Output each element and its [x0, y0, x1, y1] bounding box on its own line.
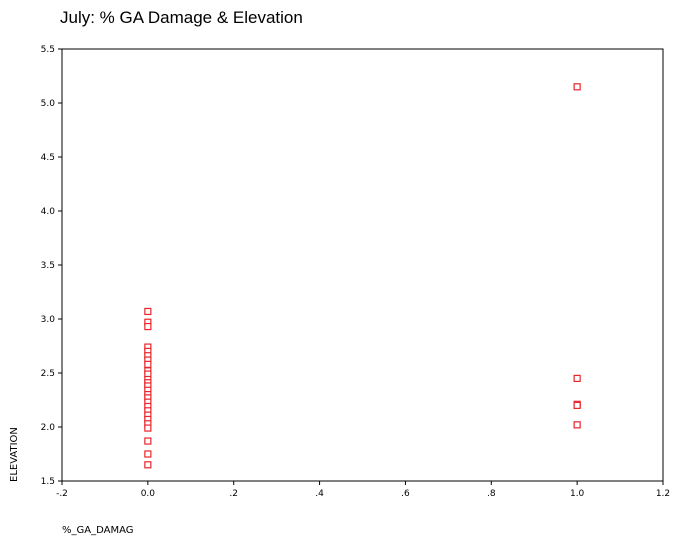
- x-axis: -.2 0.0 .2 .4 .6 .8 1.0 1.2: [56, 481, 670, 499]
- y-tick-label: 4.0: [41, 207, 56, 217]
- scatter-point: [573, 401, 581, 409]
- y-tick-label: 2.5: [41, 369, 55, 379]
- x-tick-label: -.2: [56, 489, 68, 499]
- y-tick-label: 3.5: [41, 261, 55, 271]
- y-tick-label: 3.0: [41, 315, 56, 325]
- x-tick-label: .4: [315, 489, 324, 499]
- y-axis: 1.5 2.0 2.5 3.0 3.5 4.0 4.5 5.0 5.5: [41, 45, 62, 487]
- y-axis-label: ELEVATION: [9, 427, 20, 482]
- scatter-point: [144, 437, 152, 445]
- scatter-point: [144, 461, 152, 469]
- y-tick-label: 5.0: [41, 99, 56, 109]
- scatter-point: [144, 322, 152, 331]
- scatter-point: [144, 424, 152, 432]
- x-tick-label: .8: [487, 489, 496, 499]
- x-tick-label: .2: [229, 489, 238, 499]
- x-axis-label: %_GA_DAMAG: [62, 525, 134, 536]
- scatter-point: [144, 307, 152, 316]
- x-tick-label: 0.0: [141, 489, 156, 499]
- data-points: [144, 83, 581, 469]
- plot-frame: [61, 48, 664, 482]
- y-tick-label: 2.0: [41, 423, 56, 433]
- x-tick-label: 1.2: [656, 489, 670, 499]
- x-tick-label: .6: [401, 489, 410, 499]
- y-tick-label: 5.5: [41, 45, 55, 55]
- scatter-point: [573, 83, 581, 91]
- scatter-point: [144, 360, 152, 368]
- chart-title: July: % GA Damage & Elevation: [60, 8, 303, 27]
- scatter-point: [573, 421, 581, 429]
- y-tick-label: 4.5: [41, 153, 55, 163]
- x-tick-label: 1.0: [570, 489, 585, 499]
- scatter-point: [144, 450, 152, 458]
- y-tick-label: 1.5: [41, 477, 55, 487]
- scatter-point: [573, 374, 581, 382]
